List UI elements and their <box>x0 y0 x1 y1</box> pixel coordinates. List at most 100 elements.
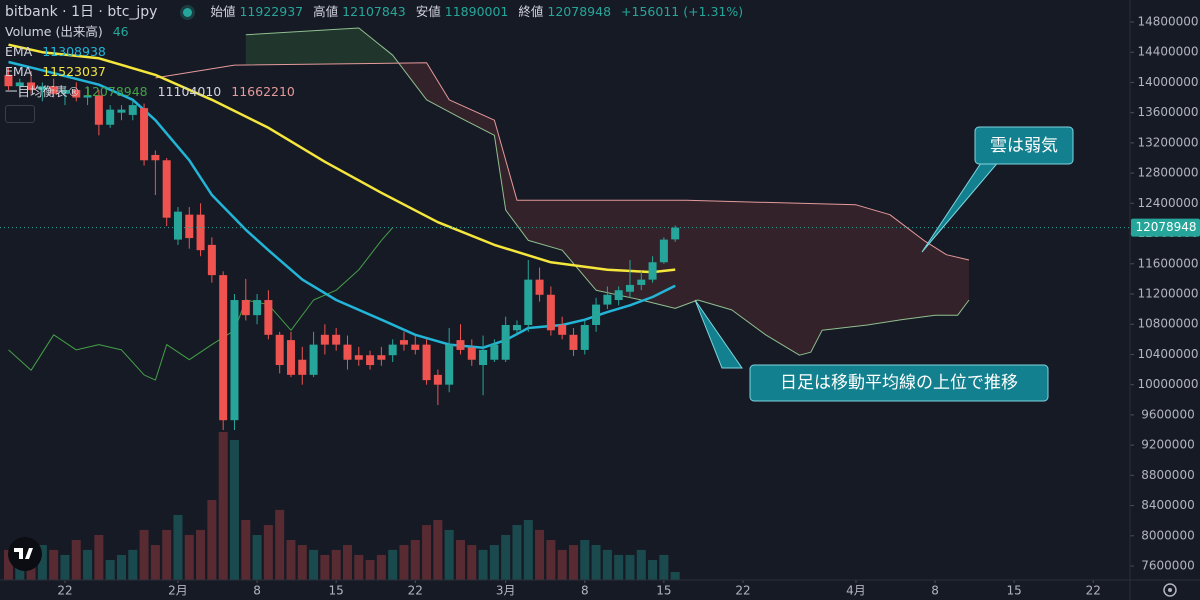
candle-body <box>467 347 476 360</box>
volume-bar <box>252 534 262 580</box>
indicator-name[interactable]: Volume (出来高) <box>5 24 103 39</box>
volume-bar <box>60 554 70 580</box>
candle-body <box>264 300 273 335</box>
annotation-box <box>749 364 1049 402</box>
volume-bar <box>580 540 590 580</box>
indicator-value: 12078948 <box>84 84 148 99</box>
volume-bar <box>422 525 432 580</box>
candle-body <box>659 239 668 263</box>
volume-bar <box>636 549 646 580</box>
candle-body <box>38 86 47 90</box>
volume-bar <box>116 554 126 580</box>
volume-bar <box>71 540 81 580</box>
volume-bar <box>467 545 477 580</box>
volume-bar <box>139 529 149 580</box>
candle-body <box>207 244 216 276</box>
volume-bar <box>591 545 601 580</box>
ema-line <box>8 43 676 274</box>
candle-body <box>535 279 544 295</box>
indicator-name[interactable]: EMA <box>5 64 33 79</box>
ohlc-value: 12107843 <box>342 4 406 19</box>
volume-bar <box>320 554 330 580</box>
settings-icon-center <box>1168 588 1172 592</box>
candle-body <box>49 86 58 94</box>
volume-bar <box>659 554 669 580</box>
market-status <box>183 7 193 17</box>
y-tick-label: 8000000 <box>1141 528 1194 542</box>
volume-bar <box>49 549 59 580</box>
candle-body <box>151 154 160 161</box>
volume-bar <box>207 500 217 580</box>
logo[interactable] <box>8 537 42 571</box>
leading-span-a <box>245 27 970 356</box>
ohlc-label: 終値 <box>518 4 544 19</box>
x-tick-label: 3月 <box>496 584 516 598</box>
lagging-span <box>8 227 394 381</box>
candle-body <box>399 340 408 345</box>
settings-icon[interactable] <box>1163 583 1177 597</box>
indicator-name[interactable]: EMA <box>5 44 33 59</box>
annotation-text: 日足は移動平均線の上位で推移 <box>780 373 1018 393</box>
volume-bar <box>342 545 352 580</box>
candle-body <box>490 344 499 360</box>
candle-body <box>4 74 13 87</box>
candle-body <box>411 344 420 350</box>
change: +156011 (+1.31%) <box>621 4 744 19</box>
volume-bar <box>478 549 488 580</box>
legend-row: Volume (出来高) 46 <box>5 22 749 42</box>
candle-body <box>388 344 397 356</box>
candle-body <box>140 108 149 161</box>
x-tick-label: 8 <box>581 584 589 598</box>
y-tick-label: 11200000 <box>1137 287 1198 301</box>
volume-bar <box>83 549 93 580</box>
candle-body <box>637 279 646 285</box>
volume-bar <box>150 545 160 580</box>
annotation-pointer <box>694 299 743 369</box>
volume-bar <box>286 540 296 580</box>
y-tick-label: 14800000 <box>1137 14 1198 28</box>
candle-body <box>569 334 578 350</box>
volume-bar <box>162 529 172 580</box>
legend-row: bitbank · 1日 · btc_jpy 始値 11922937 高値 12… <box>5 2 749 22</box>
volume-bar <box>410 540 420 580</box>
candle-body <box>614 290 623 301</box>
candle-body <box>512 324 521 331</box>
volume-bar <box>399 545 409 580</box>
y-tick-label: 12400000 <box>1137 196 1198 210</box>
indicator-name[interactable]: 一目均衡表® <box>5 84 81 99</box>
y-tick-label: 14000000 <box>1137 75 1198 89</box>
y-tick-label: 9200000 <box>1141 438 1194 452</box>
candle-body <box>603 294 612 305</box>
y-tick-label: 13600000 <box>1137 105 1198 119</box>
volume-layer <box>3 432 680 580</box>
volume-bar <box>376 554 386 580</box>
symbol-title: bitbank · 1日 · btc_jpy <box>5 4 158 20</box>
candle-body <box>524 279 533 325</box>
volume-bar <box>94 534 104 580</box>
candle-body <box>343 344 352 360</box>
y-tick-label: 10400000 <box>1137 347 1198 361</box>
volume-bar <box>3 549 13 580</box>
volume-bar <box>331 549 341 580</box>
volume-bar <box>455 540 465 580</box>
candle-body <box>219 275 228 421</box>
volume-bar <box>309 549 319 580</box>
axis-layer: 7600000 8000000 8400000 8800000 9200000 96000… <box>0 14 1200 598</box>
volume-bar <box>26 560 36 580</box>
x-tick-label: 22 <box>735 584 750 598</box>
candle-body <box>185 214 194 239</box>
legend-row: 一目均衡表® 12078948 11104010 11662210 <box>5 82 749 102</box>
x-tick-label: 8 <box>253 584 261 598</box>
candle-body <box>196 214 205 251</box>
y-tick-label: 10000000 <box>1137 377 1198 391</box>
candle-body <box>230 300 239 421</box>
collapse-button[interactable] <box>5 105 35 123</box>
x-tick-label: 22 <box>57 584 72 598</box>
indicator-value: 11308938 <box>42 44 106 59</box>
y-tick-label: 11600000 <box>1137 256 1198 270</box>
last-price-label: 12078948 <box>1135 220 1196 234</box>
y-tick-label: 8400000 <box>1141 498 1194 512</box>
candle-body <box>241 300 250 316</box>
volume-bar <box>354 554 364 580</box>
